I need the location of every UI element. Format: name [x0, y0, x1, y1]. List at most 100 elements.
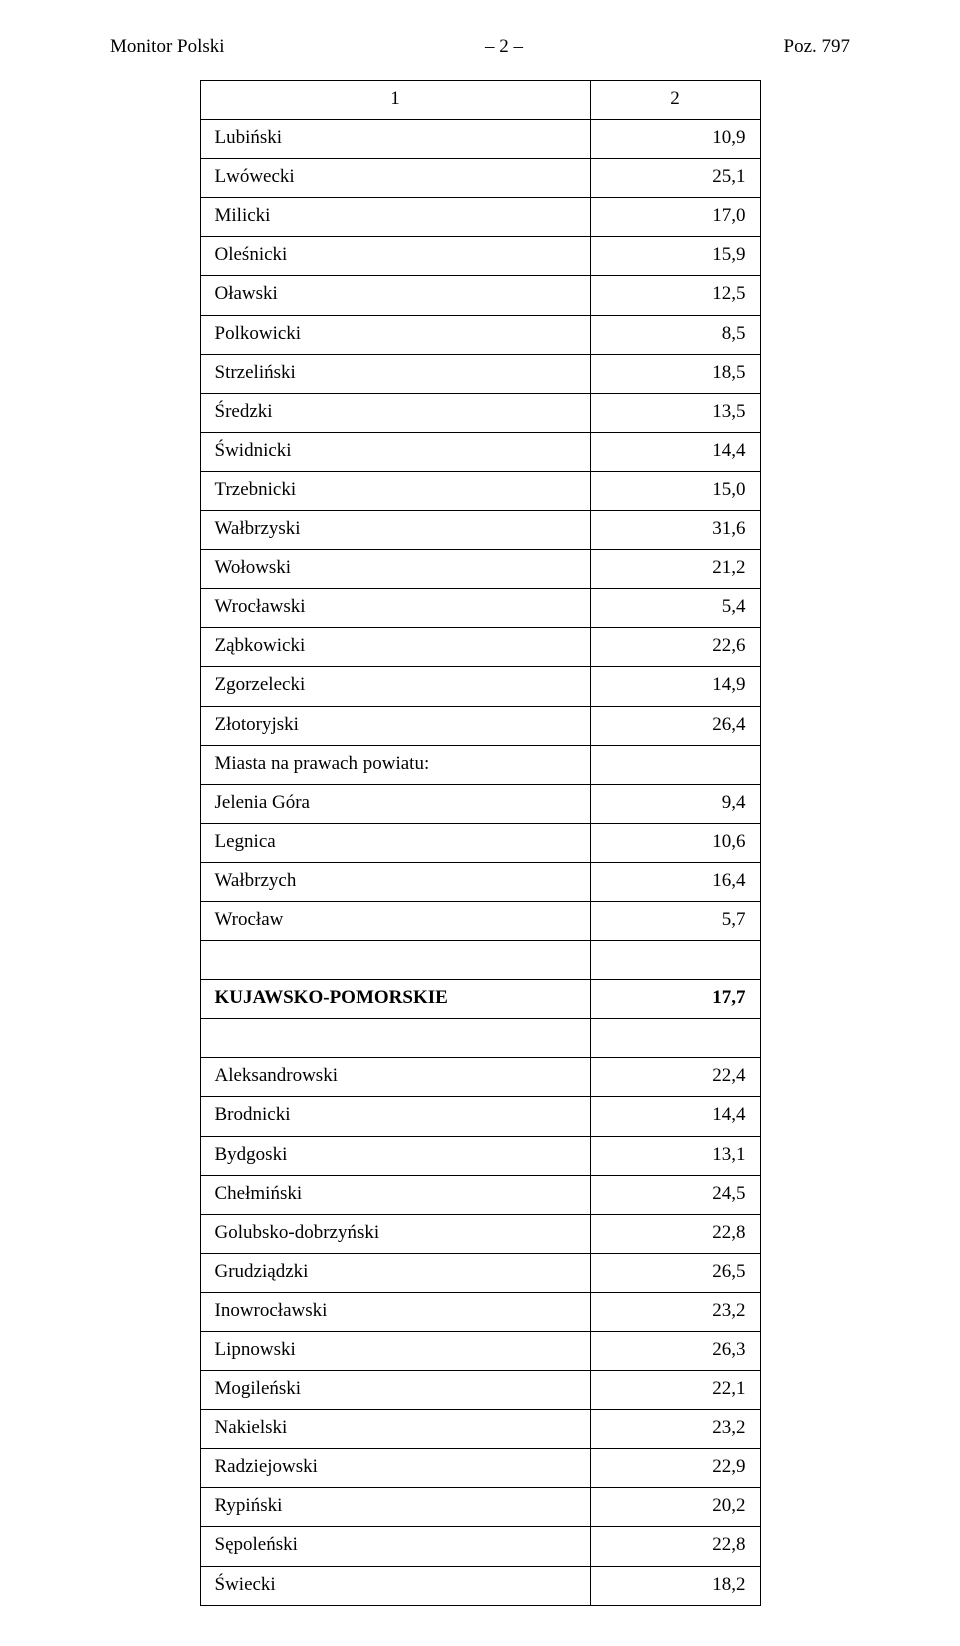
table-row: Chełmiński24,5: [200, 1175, 760, 1214]
data-table: 1 2 Lubiński10,9Lwówecki25,1Milicki17,0O…: [200, 80, 761, 1606]
cell-name: Grudziądzki: [200, 1253, 590, 1292]
cell-name: Inowrocławski: [200, 1292, 590, 1331]
cell-name: Wałbrzych: [200, 862, 590, 901]
table-header-row: 1 2: [200, 81, 760, 120]
cell-value: 8,5: [590, 315, 760, 354]
table-row: Grudziądzki26,5: [200, 1253, 760, 1292]
table-row: Ząbkowicki22,6: [200, 628, 760, 667]
cell-name: Legnica: [200, 823, 590, 862]
table-row: Aleksandrowski22,4: [200, 1058, 760, 1097]
cell-name: Świdnicki: [200, 432, 590, 471]
cell-value: 20,2: [590, 1488, 760, 1527]
table-row: Oławski12,5: [200, 276, 760, 315]
table-row: Sępoleński22,8: [200, 1527, 760, 1566]
cell-value: 22,6: [590, 628, 760, 667]
table-row: Wałbrzych16,4: [200, 862, 760, 901]
cell-value: [590, 745, 760, 784]
cell-name: Lubiński: [200, 120, 590, 159]
cell-name: Wrocławski: [200, 589, 590, 628]
cell-value: 18,2: [590, 1566, 760, 1605]
cell-value: 31,6: [590, 511, 760, 550]
col-header-2: 2: [590, 81, 760, 120]
table-row: Świdnicki14,4: [200, 432, 760, 471]
cell-name: Oławski: [200, 276, 590, 315]
cell-name: Lipnowski: [200, 1332, 590, 1371]
cell-value: [590, 941, 760, 980]
table-row: Strzeliński18,5: [200, 354, 760, 393]
cell-value: 10,9: [590, 120, 760, 159]
cell-value: 17,0: [590, 198, 760, 237]
table-row: Rypiński20,2: [200, 1488, 760, 1527]
table-row: Trzebnicki15,0: [200, 471, 760, 510]
cell-name: Bydgoski: [200, 1136, 590, 1175]
cell-value: 26,5: [590, 1253, 760, 1292]
cell-value: 22,9: [590, 1449, 760, 1488]
table-row: Lipnowski26,3: [200, 1332, 760, 1371]
table-row: Średzki13,5: [200, 393, 760, 432]
header-right: Poz. 797: [784, 36, 851, 58]
cell-value: 22,4: [590, 1058, 760, 1097]
cell-value: 25,1: [590, 159, 760, 198]
cell-value: 22,1: [590, 1371, 760, 1410]
cell-value: 13,5: [590, 393, 760, 432]
cell-name: Złotoryjski: [200, 706, 590, 745]
cell-name: [200, 941, 590, 980]
cell-value: 9,4: [590, 784, 760, 823]
table-row: Bydgoski13,1: [200, 1136, 760, 1175]
table-row: Wrocław5,7: [200, 901, 760, 940]
cell-value: 17,7: [590, 980, 760, 1019]
cell-value: 14,4: [590, 1097, 760, 1136]
cell-value: 22,8: [590, 1527, 760, 1566]
cell-value: 23,2: [590, 1292, 760, 1331]
header-center: – 2 –: [485, 36, 523, 58]
cell-name: Golubsko-dobrzyński: [200, 1214, 590, 1253]
cell-value: 21,2: [590, 550, 760, 589]
table-row: Radziejowski22,9: [200, 1449, 760, 1488]
cell-name: Nakielski: [200, 1410, 590, 1449]
cell-name: KUJAWSKO-POMORSKIE: [200, 980, 590, 1019]
cell-value: [590, 1019, 760, 1058]
cell-value: 18,5: [590, 354, 760, 393]
cell-value: 15,0: [590, 471, 760, 510]
table-row: Jelenia Góra9,4: [200, 784, 760, 823]
cell-value: 15,9: [590, 237, 760, 276]
cell-name: Ząbkowicki: [200, 628, 590, 667]
table-row: Milicki17,0: [200, 198, 760, 237]
cell-name: Chełmiński: [200, 1175, 590, 1214]
table-row: Polkowicki8,5: [200, 315, 760, 354]
table-row: Lubiński10,9: [200, 120, 760, 159]
cell-name: Wałbrzyski: [200, 511, 590, 550]
cell-value: 16,4: [590, 862, 760, 901]
cell-name: Wrocław: [200, 901, 590, 940]
running-header: Monitor Polski – 2 – Poz. 797: [110, 36, 850, 58]
table-row: Złotoryjski26,4: [200, 706, 760, 745]
table-row: KUJAWSKO-POMORSKIE17,7: [200, 980, 760, 1019]
cell-value: 24,5: [590, 1175, 760, 1214]
table-row: Lwówecki25,1: [200, 159, 760, 198]
cell-name: Wołowski: [200, 550, 590, 589]
cell-name: Średzki: [200, 393, 590, 432]
cell-value: 14,4: [590, 432, 760, 471]
header-left: Monitor Polski: [110, 36, 225, 58]
cell-value: 5,4: [590, 589, 760, 628]
table-row: Świecki18,2: [200, 1566, 760, 1605]
table-row: Oleśnicki15,9: [200, 237, 760, 276]
cell-value: 22,8: [590, 1214, 760, 1253]
table-row: Wrocławski5,4: [200, 589, 760, 628]
cell-value: 13,1: [590, 1136, 760, 1175]
cell-value: 23,2: [590, 1410, 760, 1449]
table-row: Wołowski21,2: [200, 550, 760, 589]
cell-name: Brodnicki: [200, 1097, 590, 1136]
cell-value: 26,3: [590, 1332, 760, 1371]
table-row: Nakielski23,2: [200, 1410, 760, 1449]
cell-name: Mogileński: [200, 1371, 590, 1410]
cell-name: Miasta na prawach powiatu:: [200, 745, 590, 784]
table-body: 1 2 Lubiński10,9Lwówecki25,1Milicki17,0O…: [200, 81, 760, 1606]
cell-name: Sępoleński: [200, 1527, 590, 1566]
table-row: [200, 1019, 760, 1058]
cell-name: Milicki: [200, 198, 590, 237]
cell-name: Świecki: [200, 1566, 590, 1605]
cell-name: Polkowicki: [200, 315, 590, 354]
table-row: Miasta na prawach powiatu:: [200, 745, 760, 784]
col-header-1: 1: [200, 81, 590, 120]
